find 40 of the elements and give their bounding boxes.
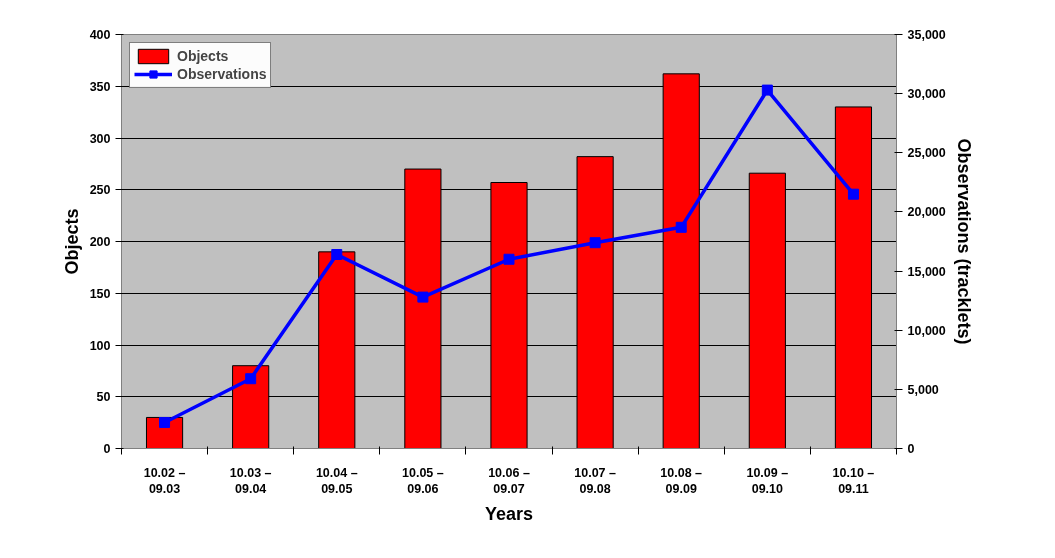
- y-tick-label: 200: [89, 235, 111, 249]
- legend-label: Objects: [177, 47, 229, 65]
- point: [503, 253, 515, 265]
- y2-tick-label: 15,000: [907, 264, 946, 279]
- y-tick-label: 350: [89, 79, 111, 94]
- x-tick-label: 10.02 – 09.03: [143, 465, 186, 497]
- y2-tick-label: 30,000: [907, 87, 946, 102]
- y-tick-label: 150: [89, 286, 111, 301]
- x-axis-title: Years: [484, 504, 534, 525]
- x-tick-label: 10.09 – 09.10: [746, 465, 789, 497]
- y2-tick-label: 35,000: [907, 28, 946, 42]
- point: [331, 249, 343, 261]
- y-axis-title: Objects: [61, 208, 82, 275]
- y2-tick-label: 0: [907, 442, 915, 456]
- y2-tick-label: 5,000: [907, 382, 939, 397]
- y2-tick-label: 20,000: [907, 205, 946, 220]
- x-tick-label: 10.10 – 09.11: [832, 465, 875, 497]
- point: [245, 373, 257, 385]
- point: [675, 221, 687, 233]
- x-tick-label: 10.04 – 09.05: [315, 465, 358, 497]
- point: [159, 416, 171, 428]
- point: [417, 291, 429, 303]
- y-tick-label: 100: [89, 338, 111, 353]
- y2-tick-label: 10,000: [907, 323, 946, 338]
- legend-label: Observations: [177, 65, 267, 83]
- y-tick-label: 400: [89, 28, 111, 42]
- y-tick-label: 50: [96, 390, 111, 405]
- x-tick-label: 10.05 – 09.06: [402, 465, 444, 497]
- point: [847, 188, 859, 200]
- y-tick-label: 250: [89, 183, 111, 198]
- x-tick-label: 10.06 – 09.07: [488, 465, 530, 497]
- y2-tick-label: 25,000: [907, 146, 946, 161]
- y-tick-label: 0: [103, 442, 111, 456]
- y2-axis-title: Observations (tracklets): [953, 138, 974, 345]
- y-tick-label: 300: [89, 131, 111, 146]
- x-tick-label: 10.08 – 09.09: [660, 465, 703, 497]
- x-tick-label: 10.07 – 09.08: [574, 465, 617, 497]
- x-tick-label: 10.03 – 09.04: [229, 465, 272, 497]
- point: [761, 84, 773, 96]
- point: [589, 237, 601, 249]
